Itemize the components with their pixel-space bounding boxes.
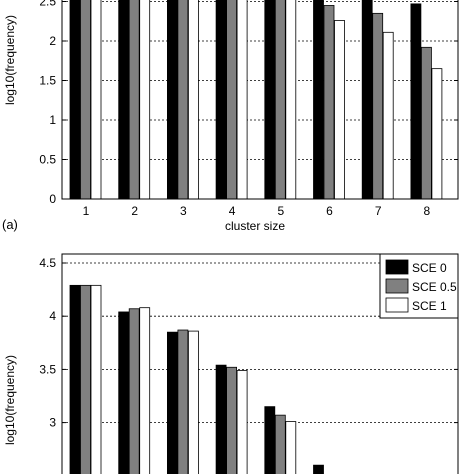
bar [139,307,151,474]
axes-frame [61,0,459,200]
x-tick-label: 2 [131,204,138,218]
bar [215,364,227,474]
bar [236,0,248,200]
legend-swatch [385,278,409,294]
legend-label: SCE 1 [412,299,447,313]
bar [382,31,394,200]
bar [323,5,335,200]
bar [80,0,91,200]
bar [264,406,276,474]
y-tick-labels: 0 0.5 1 1.5 2 2.5 [39,0,56,206]
bar [90,0,102,200]
y-tick-label: 2.5 [39,0,56,9]
x-axis-label: cluster size [225,219,285,233]
x-tick-label: 6 [326,204,333,218]
bar [118,0,130,200]
chart-panel-a: 0 0.5 1 1.5 2 2.5 1 2 3 4 5 6 7 8 log10(frequency) c… [2,0,459,233]
legend-swatch [385,297,409,313]
bar [274,0,286,200]
legend-label: SCE 0 [412,261,447,275]
bar [372,12,384,200]
y-tick-label: 3 [49,416,56,430]
bar [264,0,276,200]
bar [177,0,189,200]
bar [410,3,422,200]
bars [69,0,443,200]
y-tick-label: 2 [49,34,56,48]
legend-label: SCE 0.5 [412,280,457,294]
y-axis-label: log10(frequency) [3,355,17,445]
bar [128,0,140,200]
x-tick-label: 3 [180,204,187,218]
bar [128,308,140,474]
bar [215,0,227,200]
bar [187,330,199,474]
x-tick-label: 8 [424,204,431,218]
bar [285,0,297,200]
y-tick-label: 3.5 [39,362,56,376]
bar [166,0,178,200]
bar [69,0,81,200]
y-tick-label: 1 [49,113,56,127]
y-tick-label: 0.5 [39,153,56,167]
bar [420,46,432,200]
bar [361,0,373,200]
x-tick-label: 4 [229,204,236,218]
bar [69,284,81,474]
legend: SCE 0 SCE 0.5 SCE 1 [379,253,459,319]
bar [187,0,199,200]
legend-swatch [385,259,409,275]
bar [118,311,130,474]
axes-frame [61,253,459,474]
y-tick-label: 4 [49,309,56,323]
bar [90,284,102,474]
y-tick-label: 1.5 [39,74,56,88]
bar [431,68,443,200]
y-tick-label: 4.5 [39,256,56,270]
y-axis-label: log10(frequency) [3,15,17,105]
x-tick-label: 5 [277,204,284,218]
bar [80,284,91,474]
bar [177,329,189,474]
bar [274,414,286,474]
x-tick-labels: 1 2 3 4 5 6 7 8 [83,204,431,218]
y-tick-label: 0 [49,192,56,206]
bar [226,0,238,200]
bar [139,0,151,200]
bar [334,20,345,200]
bar [236,370,248,474]
y-tick-labels: 3 3.5 4 4.5 [39,256,56,430]
bars [69,284,324,474]
bar [313,0,324,200]
x-tick-label: 1 [83,204,90,218]
bar [285,421,297,474]
bar [313,464,324,474]
x-tick-label: 7 [375,204,382,218]
panel-label: (a) [2,217,18,232]
bar [226,366,238,474]
bar [166,331,178,474]
